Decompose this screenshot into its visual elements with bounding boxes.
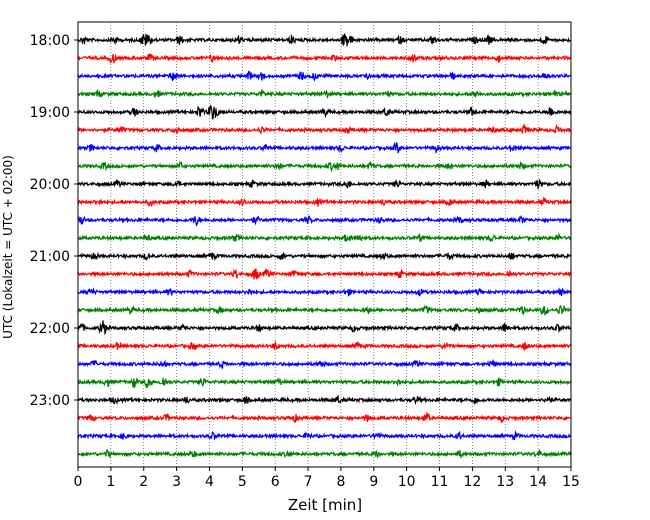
trace-1845 [77, 89, 572, 99]
x-tick-label: 13 [496, 474, 514, 490]
x-tick-label: 3 [172, 474, 181, 490]
trace-1915 [77, 122, 572, 135]
trace-2315 [77, 412, 572, 424]
trace-2045 [77, 232, 572, 243]
y-tick-label: 20:00 [30, 177, 70, 193]
x-tick-label: 6 [271, 474, 280, 490]
x-tick-label: 5 [238, 474, 247, 490]
x-tick-label: 15 [562, 474, 580, 490]
y-tick-label: 19:00 [30, 105, 70, 121]
trace-2015 [77, 196, 572, 208]
trace-1830 [77, 70, 572, 82]
y-tick-label: 23:00 [30, 393, 70, 409]
x-tick-label: 2 [139, 474, 148, 490]
trace-2000 [77, 178, 572, 189]
trace-2345 [77, 448, 572, 460]
x-axis-label: Zeit [min] [288, 496, 362, 514]
x-tick-label: 7 [304, 474, 313, 490]
trace-2100 [77, 251, 572, 261]
y-axis-label: UTC (Lokalzeit = UTC + 02:00) [1, 155, 15, 339]
grid-lines [110, 22, 539, 467]
x-tick-label: 10 [398, 474, 416, 490]
x-tick-label: 12 [463, 474, 481, 490]
trace-2230 [77, 358, 572, 369]
y-tick-label: 18:00 [30, 33, 70, 49]
trace-1800 [77, 33, 572, 47]
trace-2130 [77, 286, 572, 297]
x-tick-label: 8 [336, 474, 345, 490]
trace-1945 [77, 160, 572, 173]
x-tick-label: 9 [369, 474, 378, 490]
axes-frame [77, 21, 572, 468]
trace-2200 [77, 320, 572, 336]
trace-1815 [77, 52, 572, 64]
trace-2215 [77, 340, 572, 352]
trace-2300 [77, 394, 572, 406]
trace-2245 [77, 376, 572, 389]
seismic-traces [77, 33, 572, 460]
x-tick-label: 4 [205, 474, 214, 490]
trace-2115 [77, 268, 572, 280]
x-tick-label: 14 [529, 474, 547, 490]
trace-2145 [77, 304, 572, 316]
x-tick-label: 11 [431, 474, 449, 490]
y-axis-ticks: 18:00 19:00 20:00 21:00 22:00 23:00 [30, 33, 78, 409]
trace-2030 [77, 214, 572, 226]
x-tick-label: 0 [74, 474, 83, 490]
y-tick-label: 22:00 [30, 321, 70, 337]
x-tick-label: 1 [106, 474, 115, 490]
trace-1930 [77, 141, 572, 154]
y-tick-label: 21:00 [30, 249, 70, 265]
trace-2330 [77, 430, 572, 441]
trace-1900 [77, 104, 572, 120]
x-axis-ticks: 0 1 2 3 4 5 6 7 8 9 10 11 12 13 14 15 [74, 467, 580, 490]
